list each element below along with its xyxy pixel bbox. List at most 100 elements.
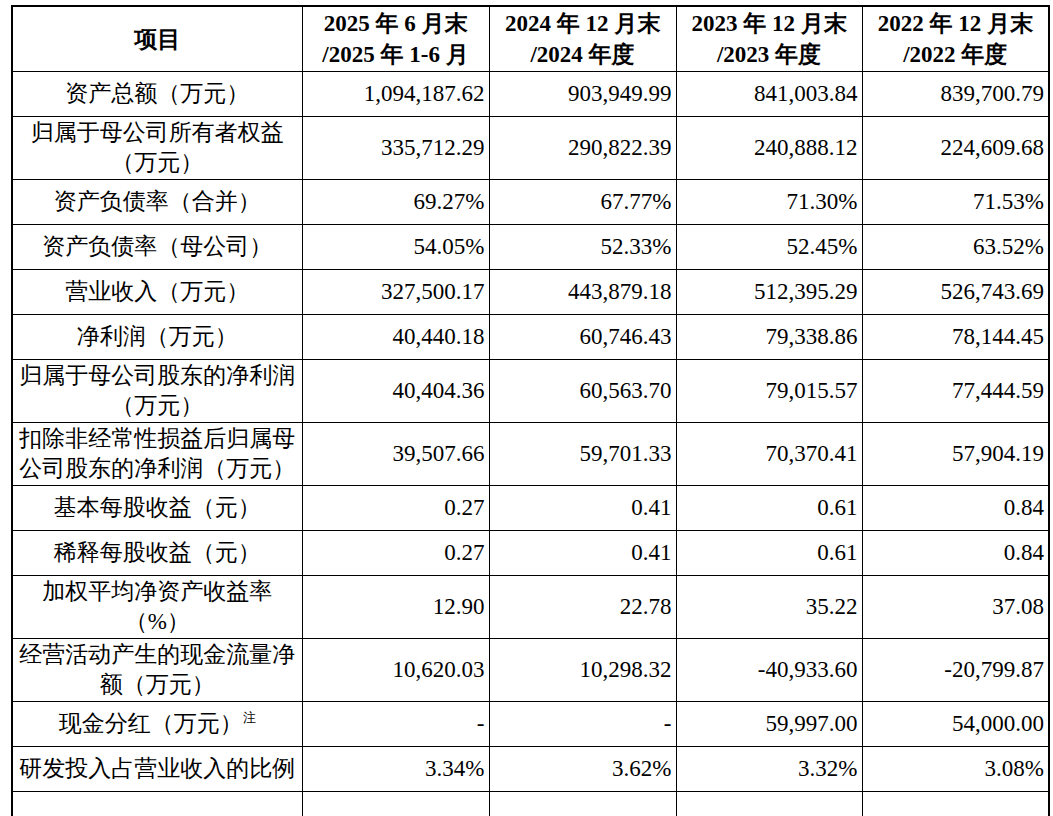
- value-cell: 290,822.39: [489, 117, 676, 180]
- row-label-text: 研发投入占营业收入的比例: [19, 756, 295, 781]
- row-label-text: 资产负债率（合并）: [54, 189, 261, 214]
- value-cell: 327,500.17: [302, 270, 489, 315]
- header-cell-period-4: 2022 年 12 月末 /2022 年度: [862, 6, 1049, 72]
- value-cell: 10,298.32: [489, 639, 676, 702]
- value-cell: 512,395.29: [676, 270, 862, 315]
- row-label-cell: 营业收入（万元）: [12, 270, 302, 315]
- value-cell: 60,746.43: [489, 315, 676, 360]
- value-cell: 52.33%: [489, 225, 676, 270]
- value-cell: -40,933.60: [676, 639, 862, 702]
- row-label-text: 资产总额（万元）: [65, 81, 249, 106]
- row-label-cell: 加权平均净资产收益率 （%）: [12, 576, 302, 639]
- value-cell: 3.62%: [489, 747, 676, 792]
- value-cell: 79,015.57: [676, 360, 862, 423]
- value-cell: 52.45%: [676, 225, 862, 270]
- row-label-text: 资产负债率（母公司）: [42, 234, 272, 259]
- value-cell: 224,609.68: [862, 117, 1049, 180]
- value-cell: 70,370.41: [676, 423, 862, 486]
- clipped-stub-cell: [489, 792, 676, 816]
- value-cell: 335,712.29: [302, 117, 489, 180]
- row-label-text: 加权平均净资产收益率 （%）: [42, 579, 272, 634]
- row-label-text: 归属于母公司股东的净利润 （万元）: [19, 363, 295, 418]
- table-row: 基本每股收益（元）0.270.410.610.84: [12, 486, 1049, 531]
- value-cell: 12.90: [302, 576, 489, 639]
- value-cell: 79,338.86: [676, 315, 862, 360]
- row-label-cell: 扣除非经常性损益后归属母 公司股东的净利润（万元）: [12, 423, 302, 486]
- value-cell: -20,799.87: [862, 639, 1049, 702]
- value-cell: 78,144.45: [862, 315, 1049, 360]
- value-cell: 35.22: [676, 576, 862, 639]
- table-row: 净利润（万元） 40,440.1860,746.4379,338.8678,144…: [12, 315, 1049, 360]
- header-cell-item: 项目: [12, 6, 302, 72]
- row-label-text: 现金分红（万元）: [59, 711, 243, 736]
- value-cell: 71.53%: [862, 180, 1049, 225]
- value-cell: 0.61: [676, 486, 862, 531]
- value-cell: 0.84: [862, 486, 1049, 531]
- value-cell: 0.41: [489, 531, 676, 576]
- value-cell: 40,404.36: [302, 360, 489, 423]
- value-cell: 40,440.18: [302, 315, 489, 360]
- value-cell: 71.30%: [676, 180, 862, 225]
- value-cell: 59,997.00: [676, 702, 862, 747]
- clipped-stub-cell: [12, 792, 302, 816]
- header-cell-period-2: 2024 年 12 月末 /2024 年度: [489, 6, 676, 72]
- value-cell: 67.77%: [489, 180, 676, 225]
- row-label-text: 经营活动产生的现金流量净 额（万元）: [19, 642, 295, 697]
- value-cell: 37.08: [862, 576, 1049, 639]
- clipped-next-row-stub: [12, 792, 1049, 816]
- value-cell: 69.27%: [302, 180, 489, 225]
- row-label-cell: 归属于母公司股东的净利润 （万元）: [12, 360, 302, 423]
- row-label-cell: 资产负债率（合并）: [12, 180, 302, 225]
- row-label-cell: 现金分红（万元）注: [12, 702, 302, 747]
- row-label-text: 基本每股收益（元）: [54, 495, 261, 520]
- table-row: 资产负债率（合并） 69.27%67.77%71.30%71.53%: [12, 180, 1049, 225]
- clipped-stub-cell: [862, 792, 1049, 816]
- table-row: 现金分红（万元）注--59,997.0054,000.00: [12, 702, 1049, 747]
- row-label-text: 净利润（万元）: [77, 324, 238, 349]
- table-row: 资产负债率（母公司） 54.05%52.33%52.45%63.52%: [12, 225, 1049, 270]
- value-cell: 0.61: [676, 531, 862, 576]
- value-cell: 57,904.19: [862, 423, 1049, 486]
- row-label-cell: 归属于母公司所有者权益 （万元）: [12, 117, 302, 180]
- value-cell: 1,094,187.62: [302, 72, 489, 117]
- value-cell: 839,700.79: [862, 72, 1049, 117]
- table-row: 营业收入（万元）327,500.17443,879.18512,395.2952…: [12, 270, 1049, 315]
- row-label-cell: 研发投入占营业收入的比例: [12, 747, 302, 792]
- row-label-text: 营业收入（万元）: [65, 279, 249, 304]
- value-cell: -: [489, 702, 676, 747]
- value-cell: 39,507.66: [302, 423, 489, 486]
- header-row: 项目 2025 年 6 月末 /2025 年 1-6 月2024 年 12 月末…: [12, 6, 1049, 72]
- value-cell: 59,701.33: [489, 423, 676, 486]
- table-row: 扣除非经常性损益后归属母 公司股东的净利润（万元）39,507.6659,701…: [12, 423, 1049, 486]
- value-cell: 3.32%: [676, 747, 862, 792]
- table-row: 稀释每股收益（元）0.270.410.610.84: [12, 531, 1049, 576]
- row-label-text: 归属于母公司所有者权益 （万元）: [31, 120, 284, 175]
- row-label-text: 扣除非经常性损益后归属母 公司股东的净利润（万元）: [19, 426, 295, 481]
- row-label-cell: 稀释每股收益（元）: [12, 531, 302, 576]
- value-cell: 903,949.99: [489, 72, 676, 117]
- value-cell: 240,888.12: [676, 117, 862, 180]
- table-row: 加权平均净资产收益率 （%） 12.9022.7835.2237.08: [12, 576, 1049, 639]
- clipped-stub-cell: [676, 792, 862, 816]
- table-row: 归属于母公司所有者权益 （万元） 335,712.29290,822.39240,…: [12, 117, 1049, 180]
- header-cell-period-3: 2023 年 12 月末 /2023 年度: [676, 6, 862, 72]
- value-cell: 60,563.70: [489, 360, 676, 423]
- financial-indicators-table: 项目 2025 年 6 月末 /2025 年 1-6 月2024 年 12 月末…: [11, 5, 1050, 816]
- value-cell: 54.05%: [302, 225, 489, 270]
- value-cell: 0.84: [862, 531, 1049, 576]
- value-cell: 54,000.00: [862, 702, 1049, 747]
- table-row: 归属于母公司股东的净利润 （万元）40,404.3660,563.7079,01…: [12, 360, 1049, 423]
- table-row: 资产总额（万元） 1,094,187.62903,949.99841,003.84…: [12, 72, 1049, 117]
- row-label-cell: 资产总额（万元）: [12, 72, 302, 117]
- value-cell: 443,879.18: [489, 270, 676, 315]
- value-cell: 3.08%: [862, 747, 1049, 792]
- value-cell: 0.27: [302, 531, 489, 576]
- table-row: 经营活动产生的现金流量净 额（万元）10,620.0310,298.32-40,…: [12, 639, 1049, 702]
- value-cell: 10,620.03: [302, 639, 489, 702]
- row-label-cell: 资产负债率（母公司）: [12, 225, 302, 270]
- document-page: 项目 2025 年 6 月末 /2025 年 1-6 月2024 年 12 月末…: [0, 0, 1053, 816]
- value-cell: 841,003.84: [676, 72, 862, 117]
- value-cell: 63.52%: [862, 225, 1049, 270]
- header-cell-period-1: 2025 年 6 月末 /2025 年 1-6 月: [302, 6, 489, 72]
- value-cell: 22.78: [489, 576, 676, 639]
